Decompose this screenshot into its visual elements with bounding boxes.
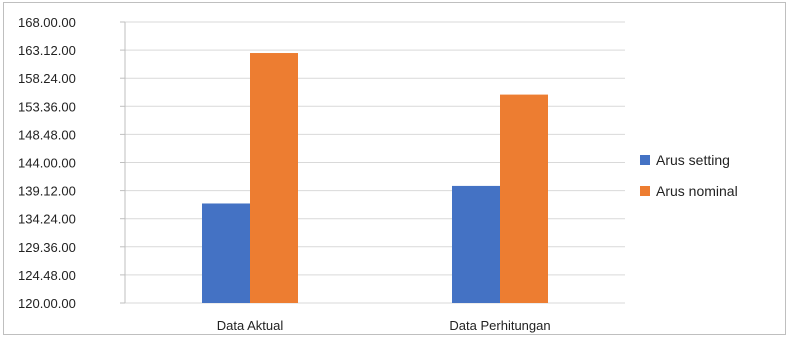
y-tick-label: 139.12.00	[18, 184, 76, 199]
y-tick-label: 153.36.00	[18, 99, 76, 114]
x-category-label: Data Perhitungan	[449, 318, 550, 333]
y-tick-label: 163.12.00	[18, 43, 76, 58]
bar-arus-setting	[202, 203, 250, 303]
legend-swatch	[640, 186, 650, 196]
legend-item: Arus nominal	[640, 181, 738, 201]
y-tick-label: 129.36.00	[18, 240, 76, 255]
y-tick-label: 134.24.00	[18, 212, 76, 227]
y-tick-label: 168.00.00	[18, 15, 76, 30]
y-tick-label: 124.48.00	[18, 268, 76, 283]
y-tick-label: 144.00.00	[18, 156, 76, 171]
legend-item: Arus setting	[640, 150, 738, 170]
x-category-label: Data Aktual	[217, 318, 284, 333]
y-tick-label: 120.00.00	[18, 296, 76, 311]
legend-label: Arus setting	[656, 152, 730, 168]
y-axis-ticks: 120.00.00 124.48.00 129.36.00 134.24.00 139.…	[18, 15, 76, 311]
bars	[202, 53, 548, 303]
legend-label: Arus nominal	[656, 183, 738, 199]
bar-arus-nominal	[250, 53, 298, 303]
y-tick-label: 158.24.00	[18, 71, 76, 86]
gridlines	[120, 21, 625, 304]
y-tick-label: 148.48.00	[18, 127, 76, 142]
bar-arus-setting	[452, 185, 500, 303]
x-axis-categories: Data Aktual Data Perhitungan	[217, 318, 551, 333]
legend-swatch	[640, 155, 650, 165]
chart-frame	[3, 2, 786, 335]
legend: Arus setting Arus nominal	[640, 150, 738, 212]
bar-arus-nominal	[500, 94, 548, 303]
